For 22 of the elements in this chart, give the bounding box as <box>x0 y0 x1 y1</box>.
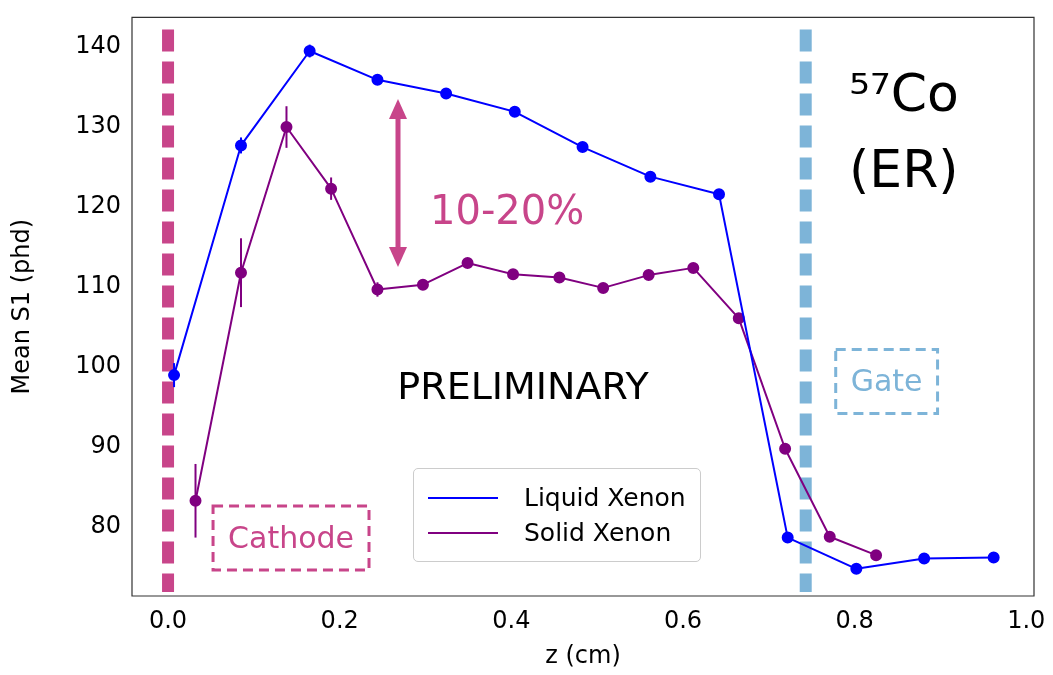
y-tick-label: 110 <box>75 271 121 300</box>
y-tick-label: 130 <box>75 111 121 140</box>
annotation: ⁵⁷Co (ER) <box>849 62 959 199</box>
x-axis-title: z (cm) <box>545 640 621 669</box>
x-tick-label: 0.0 <box>148 605 188 634</box>
y-tick-label: 100 <box>75 351 121 380</box>
y-axis-title: Mean S1 (phd) <box>6 218 35 395</box>
y-tick-label: 140 <box>75 31 121 60</box>
x-tick-label: 0.2 <box>320 605 359 634</box>
ref-line-label: Gate <box>850 363 923 399</box>
ref-line-label: Cathode <box>228 519 355 555</box>
legend-label: Solid Xenon <box>524 518 672 547</box>
x-tick-label: 0.6 <box>663 605 703 634</box>
legend-label: Liquid Xenon <box>524 483 686 512</box>
annotation: PRELIMINARY <box>397 364 650 409</box>
y-tick-label: 120 <box>75 191 121 220</box>
x-tick-label: 0.8 <box>835 605 874 634</box>
y-tick-label: 80 <box>90 511 121 540</box>
x-tick-label: 0.4 <box>492 605 531 634</box>
y-tick-label: 90 <box>90 431 121 460</box>
x-tick-label: 1.0 <box>1007 605 1046 634</box>
annotation: 10-20% <box>430 186 585 233</box>
